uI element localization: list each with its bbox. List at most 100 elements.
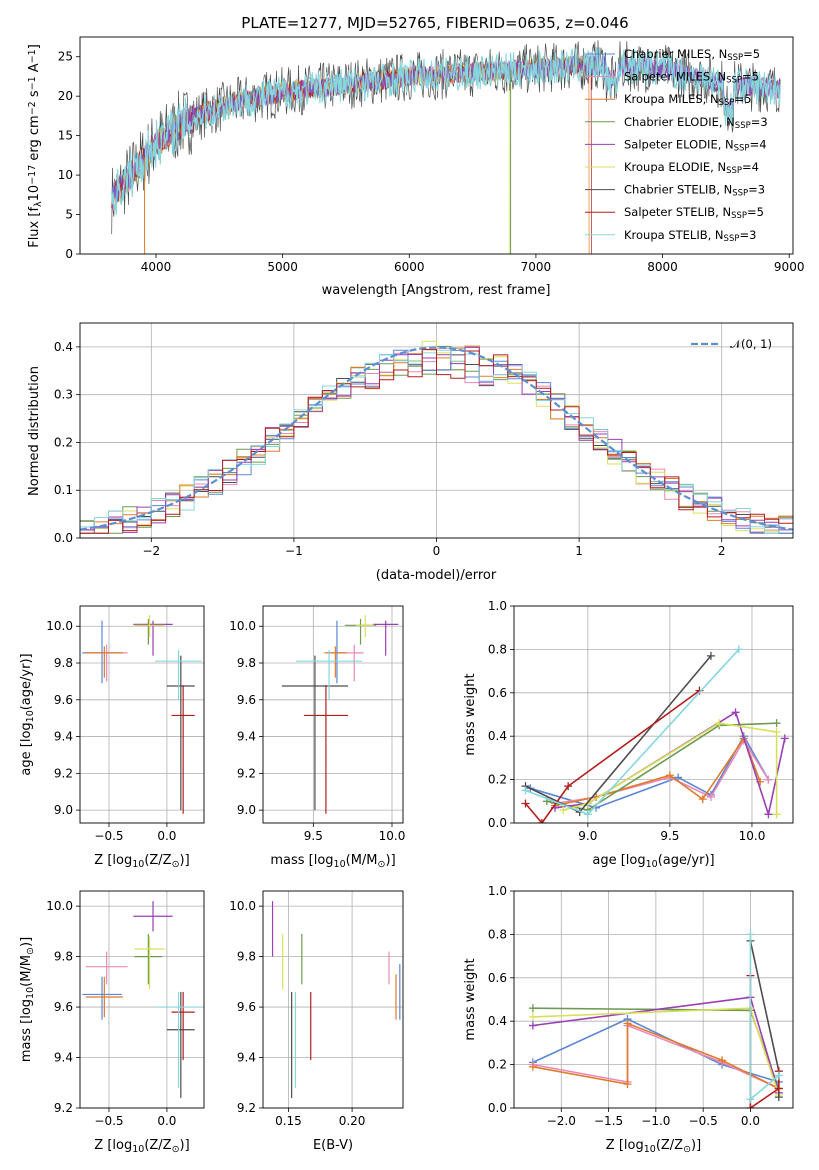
y-tick-label: 10.0 (229, 619, 256, 633)
weight-marker-salpeter-stelib (774, 1084, 783, 1093)
weight-vs-age-y-label: mass weight (463, 673, 478, 755)
legend-label-suffix: =5 (734, 92, 751, 106)
weight-marker-salpeter-miles (706, 792, 715, 801)
normal-curve (80, 346, 793, 531)
legend-label-sub: SSP (731, 211, 747, 221)
weight-vs-z-x-label-part: 10 (644, 1144, 656, 1155)
weight-vs-z-x-label-part: Z [log (606, 1138, 644, 1153)
legend-label-suffix: =5 (743, 47, 760, 61)
axes-frame (79, 605, 205, 824)
weight-vs-z-x-label-part: )] (691, 1138, 701, 1153)
legend-label-suffix: =5 (742, 70, 759, 84)
histogram-kroupa-stelib (80, 349, 793, 534)
axes-frame (79, 36, 794, 255)
spectrum-y-label-part: A (27, 63, 42, 76)
spectrum-y-label-part: λ (33, 201, 44, 207)
plot-area (82, 615, 202, 814)
weight-marker-kroupa-elodie (772, 727, 781, 736)
y-tick-label: 0.2 (488, 773, 507, 787)
panel-spectrum: 4000 5000 6000 7000 8000 9000 0 5 10 15 20 25 Chabri… (27, 36, 804, 298)
y-tick-label: 1.0 (488, 599, 507, 613)
y-tick-label: 0.0 (54, 531, 73, 545)
y-tick-label: 1.0 (488, 884, 507, 898)
x-tick-label: 8000 (647, 260, 678, 274)
x-tick-label: 9.5 (304, 829, 323, 843)
legend-label-sub: SSP (735, 121, 751, 131)
weight-marker-kroupa-stelib (774, 1071, 783, 1080)
legend-label-suffix: =3 (739, 228, 756, 242)
y-tick-label: 0.0 (488, 1101, 507, 1115)
y-tick-label: 0.8 (488, 642, 507, 656)
age-vs-z-x-label-part: (Z/Z (144, 853, 171, 868)
y-tick-label: 0.4 (488, 729, 507, 743)
x-tick-label: 0.15 (275, 1114, 302, 1128)
weight-vs-age-x-label: age [log10(age/yr)] (592, 853, 714, 870)
y-tick-label: 9.4 (237, 1051, 256, 1065)
legend-label-text: Chabrier ELODIE, N (624, 115, 735, 129)
spectrum-y-label-part: erg cm (27, 115, 42, 164)
mass-vs-ebv-x-label: E(B-V) (313, 1138, 353, 1153)
legend-label-text: Chabrier MILES, N (624, 47, 727, 61)
weight-marker-chabrier-miles (674, 773, 683, 782)
spectrum-x-label: wavelength [Angstrom, rest frame] (322, 283, 551, 298)
legend-label-text: Salpeter ELODIE, N (624, 137, 734, 151)
y-tick-label: 0.4 (54, 340, 73, 354)
legend-label-suffix: =3 (751, 115, 768, 129)
plot-area (521, 645, 789, 823)
y-tick-label: 9.0 (237, 803, 256, 817)
x-tick-label: 1 (575, 544, 583, 558)
age-vs-z-x-label: Z [log10(Z/Z⊙)] (94, 853, 189, 870)
x-tick-label: 4000 (141, 260, 172, 274)
x-tick-label: 9.0 (578, 829, 597, 843)
weight-vs-age-x-label-part: (age/yr)] (658, 853, 715, 868)
weight-marker-kroupa-miles (623, 1019, 632, 1028)
mass-vs-z-x-label-part: )] (180, 1138, 190, 1153)
legend-label-chabrier-elodie: Chabrier ELODIE, NSSP=3 (624, 115, 768, 131)
weight-marker-kroupa-stelib (746, 1095, 755, 1104)
age-vs-z-x-label-part: Z [log (94, 853, 132, 868)
panel-age-vs-z: −0.5 0.09.09.29.49.69.810.0Z [log10(Z/Z⊙)… (19, 605, 205, 870)
age-vs-mass-x-label-part: mass [log (270, 853, 333, 868)
spectrum-y-label-part: Flux [f (27, 207, 42, 248)
mass-vs-z-y-label-part: )] (19, 937, 34, 947)
weight-marker-kroupa-stelib (734, 645, 743, 654)
legend-label-salpeter-stelib: Salpeter STELIB, NSSP=5 (624, 205, 764, 221)
age-vs-z-y-label-part: 10 (25, 710, 36, 722)
y-tick-label: 9.4 (54, 1051, 73, 1065)
y-tick-label: 5 (65, 208, 73, 222)
legend-label-suffix: =5 (747, 205, 764, 219)
y-tick-label: 0.6 (488, 686, 507, 700)
age-vs-z-x-label-part: 10 (132, 859, 144, 870)
y-tick-label: 9.2 (237, 766, 256, 780)
weight-marker-kroupa-miles (718, 1056, 727, 1065)
weight-marker-chabrier-stelib (706, 651, 715, 660)
mass-vs-z-y-label-part: ⊙ (25, 947, 36, 955)
weight-vs-z-y-label: mass weight (463, 958, 478, 1040)
axes-frame (513, 605, 794, 824)
x-tick-label: 0.0 (741, 1114, 760, 1128)
age-vs-mass-x-label-part: )] (386, 853, 396, 868)
mass-vs-z-x-label-part: 10 (132, 1144, 144, 1155)
x-tick-label: −1.0 (641, 1114, 670, 1128)
legend-label-text: Kroupa ELODIE, N (624, 160, 726, 174)
normal-legend-label: 𝒩(0, 1) (730, 337, 772, 351)
legend-label-text: Kroupa MILES, N (624, 92, 719, 106)
x-tick-label: −1 (285, 544, 303, 558)
x-tick-label: 0.0 (157, 1114, 176, 1128)
y-tick-label: 9.6 (54, 693, 73, 707)
y-tick-label: 0.0 (488, 816, 507, 830)
age-vs-mass-x-label-part: 10 (334, 859, 346, 870)
mass-vs-z-y-label-part: 10 (25, 987, 36, 999)
weight-marker-kroupa-stelib (521, 786, 530, 795)
legend-label-sub: SSP (727, 53, 743, 63)
mass-vs-z-y-label-part: (M/M (19, 955, 34, 987)
axes-frame (79, 890, 205, 1109)
y-tick-label: 10 (58, 168, 73, 182)
spectrum-y-label-part: 10 (27, 185, 42, 202)
x-tick-label: 7000 (521, 260, 552, 274)
plot-area (271, 901, 401, 1098)
x-tick-label: −1.5 (594, 1114, 623, 1128)
axes-frame (262, 890, 404, 1109)
x-tick-label: 0.0 (157, 829, 176, 843)
